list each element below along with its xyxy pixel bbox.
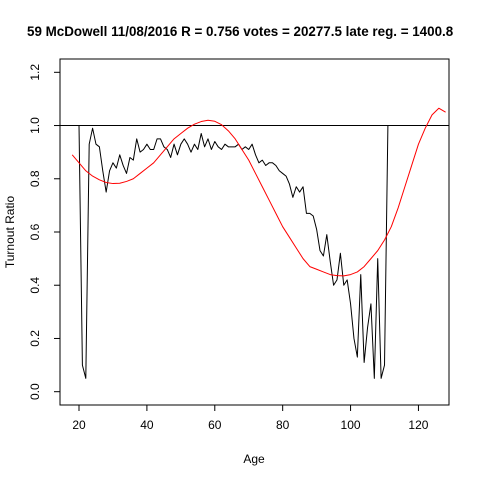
y-tick-label: 1.2 — [28, 64, 42, 81]
plot-frame — [59, 58, 450, 406]
x-tick-label: 80 — [276, 418, 290, 432]
x-tick-label: 40 — [140, 418, 154, 432]
chart-title: 59 McDowell 11/08/2016 R = 0.756 votes =… — [27, 24, 454, 39]
y-axis-label: Turnout Ratio — [3, 196, 17, 269]
y-tick-label: 0.6 — [28, 223, 42, 240]
y-tick-label: 1.0 — [28, 117, 42, 134]
x-axis-label: Age — [243, 452, 265, 466]
x-axis: 20 40 60 80 100 120 — [72, 404, 429, 432]
observed-turnout-line — [78, 125, 389, 379]
y-tick-label: 0.0 — [28, 383, 42, 400]
y-axis: 0.0 0.2 0.4 0.6 0.8 1.0 1.2 — [28, 64, 61, 400]
y-tick-label: 0.8 — [28, 170, 42, 187]
y-tick-label: 0.2 — [28, 330, 42, 347]
plot-area — [60, 107, 449, 379]
x-tick-label: 20 — [72, 418, 86, 432]
x-tick-label: 60 — [208, 418, 222, 432]
x-tick-label: 120 — [408, 418, 428, 432]
x-tick-label: 100 — [341, 418, 361, 432]
fitted-curve-line — [71, 107, 446, 277]
y-tick-label: 0.4 — [28, 277, 42, 294]
